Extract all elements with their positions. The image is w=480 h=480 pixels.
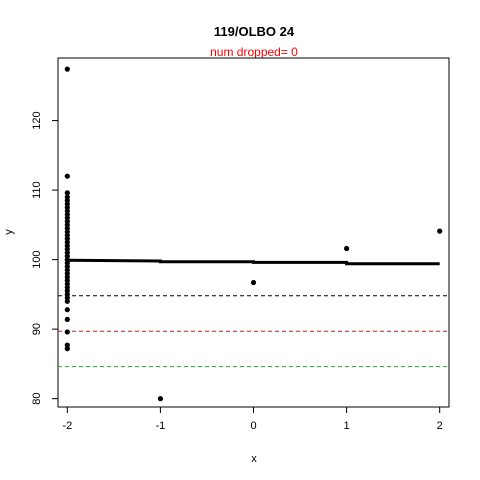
x-axis: -2 -1 0 1 2 — [62, 407, 443, 432]
data-point — [64, 298, 70, 304]
points-layer — [64, 66, 443, 402]
data-point — [343, 245, 350, 252]
x-tick-label: 2 — [437, 420, 443, 432]
y-tick-label: 120 — [31, 111, 43, 129]
data-point — [64, 173, 70, 179]
x-tick-label: -1 — [156, 420, 166, 432]
fit-line — [67, 258, 440, 266]
plot-frame — [57, 57, 450, 408]
chart-title: 119/OLBO 24 — [214, 24, 295, 39]
y-tick-label: 80 — [31, 393, 43, 405]
y-axis: 80 90 100 110 120 — [31, 111, 58, 405]
fit-line-layer — [67, 258, 440, 266]
data-point — [250, 279, 257, 286]
x-tick-label: 0 — [250, 420, 256, 432]
data-point — [64, 329, 70, 335]
y-axis-label: y — [3, 229, 15, 235]
data-point — [64, 66, 70, 72]
data-point — [64, 307, 70, 313]
data-point — [437, 228, 443, 234]
x-axis-label: x — [251, 453, 257, 465]
chart-subtitle: num dropped= 0 — [210, 45, 298, 59]
y-tick-label: 100 — [31, 250, 43, 268]
reference-lines — [58, 295, 449, 368]
x-tick-label: -2 — [62, 420, 72, 432]
data-point — [64, 316, 70, 323]
x-tick-label: 1 — [344, 420, 350, 432]
data-point — [64, 190, 70, 196]
data-point — [157, 396, 164, 402]
y-tick-label: 110 — [31, 181, 43, 199]
data-point — [64, 346, 70, 352]
y-tick-label: 90 — [31, 323, 43, 335]
